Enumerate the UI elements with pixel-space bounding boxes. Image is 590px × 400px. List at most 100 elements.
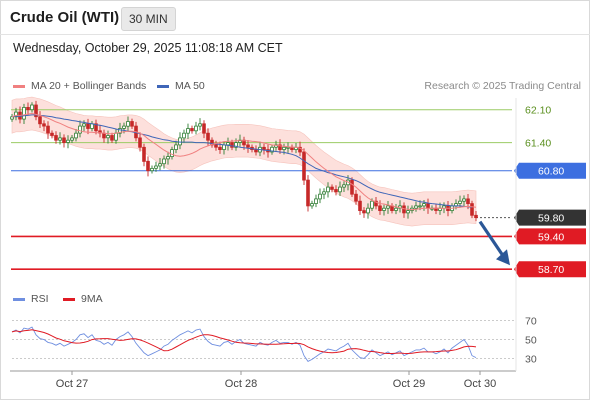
interval-button[interactable]: 30 MIN [121, 7, 176, 31]
level-label-61.40: 61.40 [525, 138, 551, 150]
candle-body [130, 121, 134, 127]
time-label: Oct 28 [225, 378, 257, 390]
candle-body [366, 207, 370, 214]
candle-body [334, 189, 338, 193]
ma20-swatch [13, 84, 25, 88]
candle-body [414, 205, 418, 209]
candle-body [246, 144, 250, 148]
ma50-label: MA 50 [175, 80, 205, 92]
9ma-swatch [63, 297, 75, 301]
legend-9ma: 9MA [63, 293, 103, 305]
rsi-line [11, 326, 477, 362]
instrument-title: Crude Oil (WTI) [10, 9, 120, 26]
candle-body [342, 184, 346, 188]
candle-body [106, 135, 110, 139]
candle-body [298, 146, 302, 153]
forecast-arrow-head [496, 249, 510, 266]
candle-body [286, 146, 290, 149]
candle-body [22, 107, 26, 120]
candle-body [86, 123, 90, 129]
rsi-swatch [13, 297, 25, 301]
candle-body [326, 186, 330, 193]
candle-body [138, 137, 142, 148]
candle-body [182, 132, 186, 139]
candle-body [466, 198, 470, 204]
9ma-label: 9MA [81, 293, 103, 305]
bollinger-band [11, 96, 477, 227]
candle-body [322, 191, 326, 195]
candle-body [70, 137, 74, 141]
candle-body [102, 132, 106, 139]
ma50-line [11, 114, 473, 208]
candle-body [150, 167, 154, 172]
candle-body [58, 137, 62, 141]
level-label-59.80: 59.80 [538, 213, 564, 225]
candle-body [458, 200, 462, 204]
candle-body [26, 107, 30, 111]
candle-body [310, 203, 314, 207]
candle-body [394, 207, 398, 211]
ma20-line [11, 112, 477, 211]
candle-body [42, 123, 46, 127]
candle-body [338, 186, 342, 193]
candle-body [470, 203, 474, 216]
legend-ma50: MA 50 [157, 80, 205, 92]
candle-body [306, 179, 310, 207]
candle-body [94, 123, 98, 132]
candle-body [78, 125, 82, 134]
candle-body [378, 205, 382, 211]
level-tag-58.70 [514, 261, 586, 278]
rsi-label: RSI [31, 293, 49, 305]
candle-body [66, 139, 70, 143]
candle-body [126, 121, 130, 127]
candle-body [402, 205, 406, 214]
level-tag-59.40 [514, 228, 586, 245]
candle-body [50, 132, 54, 136]
rsi-9ma-line [11, 329, 477, 355]
candle-body [270, 146, 274, 153]
candle-body [146, 160, 150, 172]
candle-body [166, 156, 170, 160]
candle-body [114, 132, 118, 141]
candle-body [358, 200, 362, 211]
candle-body [370, 200, 374, 209]
level-label-60.80: 60.80 [538, 166, 564, 178]
candle-body [262, 146, 266, 151]
candle-body [426, 203, 430, 209]
candle-body [386, 205, 390, 209]
ma50-swatch [157, 84, 169, 88]
candle-body [406, 210, 410, 214]
candle-body [30, 104, 34, 111]
candle-body [142, 146, 146, 162]
candle-body [74, 132, 78, 139]
candle-body [62, 137, 66, 143]
ma20-label: MA 20 + Bollinger Bands [31, 80, 147, 92]
candle-body [162, 158, 166, 165]
candle-body [254, 149, 258, 153]
legend-ma20: MA 20 + Bollinger Bands [13, 80, 146, 92]
candle-body [46, 125, 50, 134]
candle-body [198, 123, 202, 127]
candle-body [38, 116, 42, 125]
level-tag-60.80 [514, 162, 586, 179]
candle-body [194, 125, 198, 132]
candle-body [110, 135, 114, 141]
candle-body [302, 151, 306, 181]
candle-body [174, 144, 178, 150]
candles [10, 100, 478, 222]
candle-body [382, 207, 386, 211]
candle-body [206, 132, 210, 141]
time-label: Oct 30 [464, 378, 496, 390]
legend-rsi: RSI [13, 293, 49, 305]
candle-body [226, 142, 230, 146]
candle-body [34, 104, 38, 118]
candle-body [170, 149, 174, 158]
timestamp: Wednesday, October 29, 2025 11:08:18 AM … [13, 41, 283, 55]
candle-body [158, 163, 162, 167]
level-label-59.40: 59.40 [538, 231, 564, 243]
candle-body [350, 179, 354, 195]
time-label: Oct 29 [393, 378, 425, 390]
candle-body [186, 128, 190, 134]
candle-body [278, 144, 282, 150]
candle-body [214, 144, 218, 148]
